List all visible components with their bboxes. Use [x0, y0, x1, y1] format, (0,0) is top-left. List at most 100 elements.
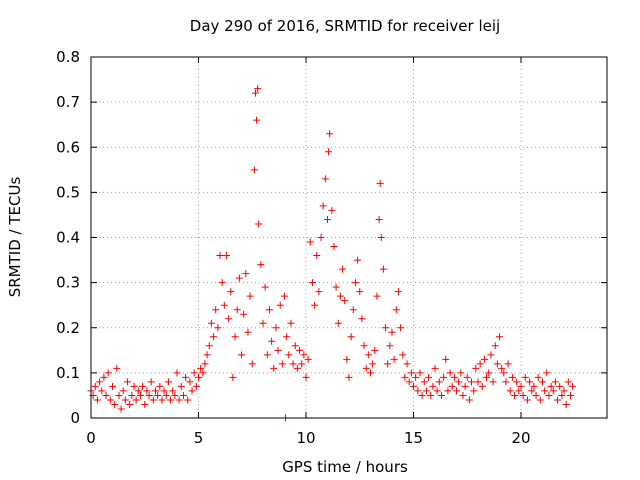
data-point: [498, 364, 506, 372]
data-point: [98, 387, 106, 395]
x-tick-label: 0: [86, 429, 96, 447]
data-point: [465, 396, 473, 404]
data-point: [349, 306, 357, 314]
y-tick-label: 0.6: [56, 138, 80, 156]
data-point: [152, 387, 159, 395]
data-point: [278, 360, 286, 368]
data-point: [289, 360, 297, 368]
data-point: [188, 387, 196, 395]
data-points: [87, 85, 577, 422]
data-point: [362, 364, 370, 372]
data-point: [158, 396, 166, 404]
data-point: [354, 256, 362, 264]
data-point: [173, 369, 181, 377]
data-point: [199, 369, 207, 377]
data-point: [154, 391, 162, 399]
data-point: [315, 288, 323, 296]
data-point: [281, 292, 288, 300]
data-point: [291, 342, 299, 350]
data-point: [474, 378, 482, 386]
data-point: [375, 215, 383, 223]
data-point: [270, 364, 278, 372]
y-tick-label: 0.1: [56, 364, 80, 382]
data-point: [536, 396, 544, 404]
data-point: [205, 342, 213, 350]
data-point: [321, 175, 329, 183]
data-point: [328, 206, 336, 214]
data-point: [407, 369, 415, 377]
data-point: [162, 391, 170, 399]
data-point: [425, 373, 433, 381]
data-point: [347, 333, 355, 341]
data-point: [128, 391, 136, 399]
data-point: [508, 373, 516, 381]
data-point: [244, 328, 252, 336]
data-point: [283, 333, 291, 341]
data-point: [491, 342, 499, 350]
data-point: [126, 400, 134, 408]
data-point: [293, 364, 301, 372]
data-point: [534, 373, 542, 381]
data-point: [149, 396, 157, 404]
data-point: [371, 346, 379, 354]
data-point: [220, 301, 228, 309]
data-point: [341, 297, 349, 305]
data-point: [532, 391, 540, 399]
data-point: [276, 301, 284, 309]
data-point: [351, 279, 359, 287]
data-point: [197, 364, 205, 372]
data-point: [377, 234, 385, 241]
data-point: [186, 378, 194, 386]
data-point: [496, 333, 503, 341]
data-point: [437, 391, 445, 399]
data-point: [478, 382, 486, 390]
data-point: [410, 382, 417, 390]
data-point: [545, 391, 553, 399]
data-point: [442, 355, 450, 363]
data-point: [164, 378, 172, 386]
data-point: [376, 179, 384, 187]
data-point: [263, 351, 271, 359]
data-point: [227, 288, 235, 296]
data-point: [313, 252, 321, 260]
data-point: [336, 292, 344, 300]
data-point: [444, 387, 452, 395]
data-point: [238, 351, 245, 359]
data-point: [132, 396, 140, 404]
data-point: [506, 387, 514, 395]
data-point: [455, 378, 463, 386]
data-point: [517, 382, 525, 390]
data-point: [119, 387, 127, 395]
data-point: [300, 351, 308, 359]
data-point: [476, 360, 484, 368]
data-point: [360, 342, 368, 350]
data-point: [461, 382, 469, 390]
data-point: [448, 382, 456, 390]
data-point: [468, 378, 476, 386]
data-point: [547, 382, 555, 390]
data-point: [562, 400, 570, 408]
data-point: [440, 373, 448, 381]
data-point: [539, 378, 546, 386]
data-point: [334, 319, 342, 327]
x-tick-label: 10: [296, 429, 315, 447]
data-point: [225, 315, 233, 323]
data-point: [201, 360, 209, 368]
data-point: [117, 405, 125, 413]
data-point: [369, 360, 377, 368]
data-point: [143, 387, 151, 395]
data-point: [308, 279, 316, 287]
data-point: [397, 324, 405, 332]
data-point: [203, 351, 211, 359]
data-point: [317, 234, 325, 241]
data-point: [551, 378, 559, 386]
data-point: [414, 387, 422, 395]
data-point: [560, 387, 568, 395]
data-point: [388, 328, 396, 336]
data-point: [265, 306, 273, 314]
data-point: [463, 373, 471, 381]
data-point: [235, 274, 243, 282]
data-point: [179, 391, 187, 399]
data-point: [255, 220, 263, 228]
